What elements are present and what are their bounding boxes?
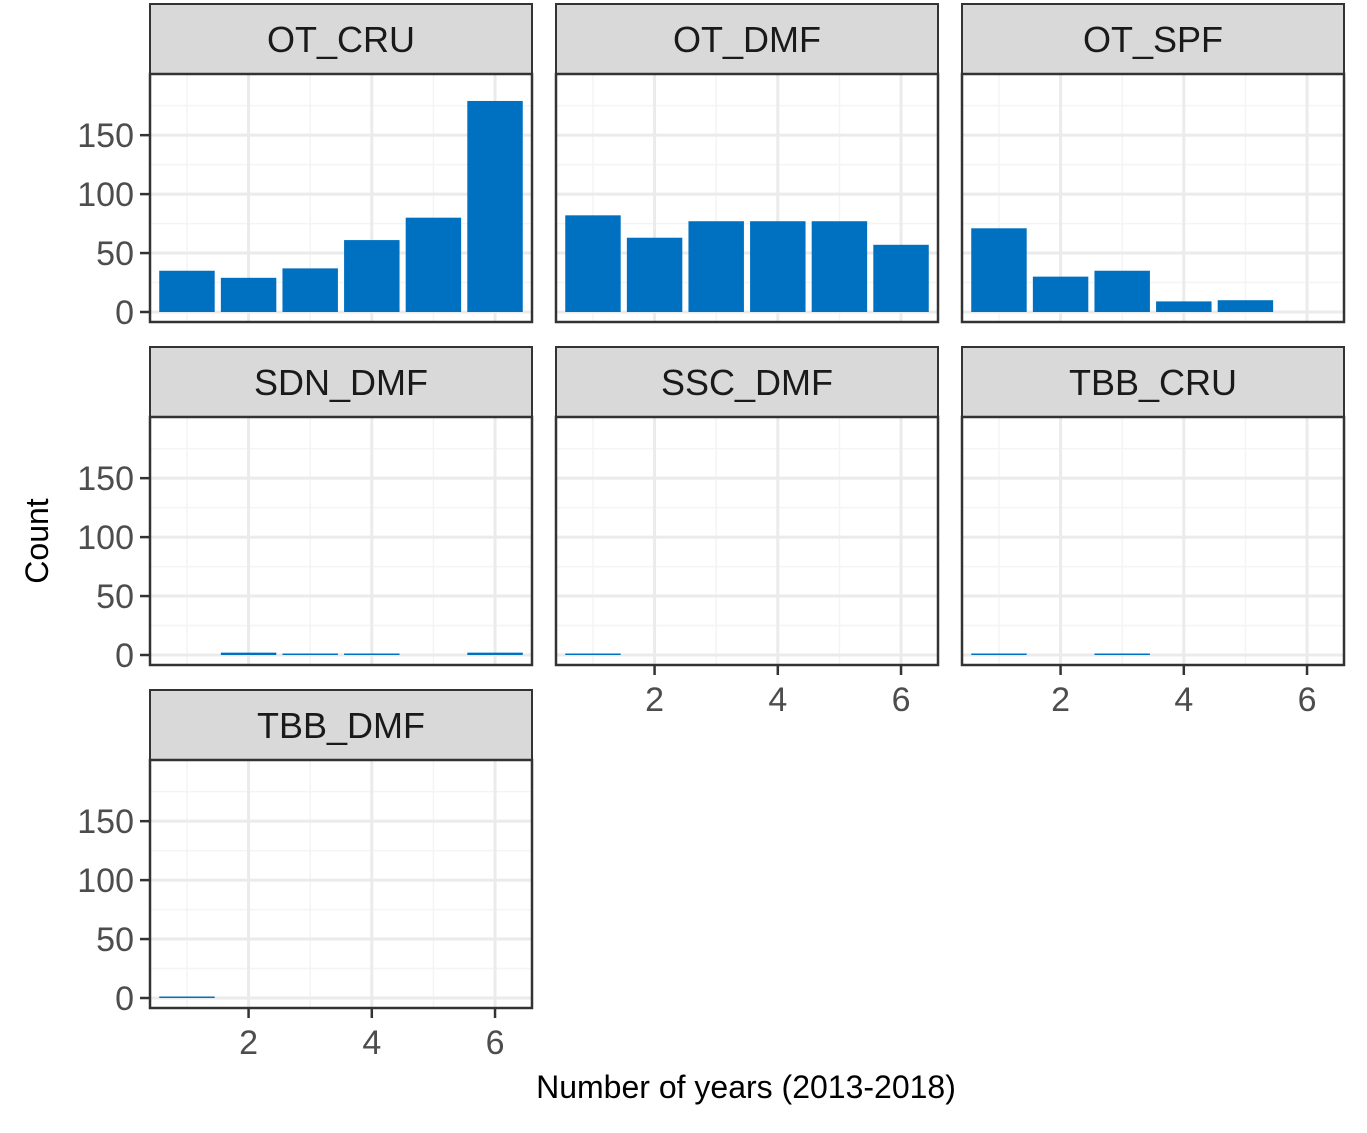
bar-sdn-dmf-x3 [282, 653, 338, 655]
panel-border [148, 758, 534, 1010]
bar-ot-dmf-x6 [873, 244, 929, 312]
x-axis-title: Number of years (2013-2018) [536, 1069, 956, 1105]
facet-title: OT_SPF [1083, 19, 1223, 60]
y-tick-label: 0 [115, 980, 134, 1018]
plot-background [556, 417, 938, 665]
bar-ot-cru-x5 [405, 217, 462, 312]
bar-ot-spf-x5 [1217, 300, 1274, 312]
y-tick-label: 150 [77, 117, 134, 155]
facet-strip [555, 3, 939, 75]
facet-title: OT_DMF [673, 19, 821, 60]
facet-panel-ot-spf: OT_SPF [960, 3, 1346, 324]
bar-ot-cru-x4 [344, 240, 400, 312]
facet-panel-ssc-dmf: SSC_DMF 2 4 6 [554, 346, 940, 719]
bar-tbb-cru-x3 [1094, 653, 1150, 655]
facet-strip [149, 346, 533, 418]
bar-ot-spf-x3 [1094, 270, 1150, 312]
x-tick-label: 4 [768, 681, 787, 719]
facet-panel-ot-dmf: OT_DMF [554, 3, 940, 324]
facet-strip [961, 3, 1345, 75]
facet-panel-ot-cru: OT_CRU 0 50 100 150 [77, 3, 534, 332]
bar-ot-spf-x2 [1032, 276, 1089, 312]
plot-background [150, 760, 532, 1008]
y-tick-label: 150 [77, 460, 134, 498]
panel-border [148, 72, 534, 324]
bar-ot-cru-x1 [159, 270, 215, 312]
bar-ot-dmf-x1 [565, 215, 621, 312]
y-axis-title: Count [19, 498, 55, 584]
bar-ot-dmf-x5 [811, 221, 868, 312]
bar-ot-spf-x1 [971, 228, 1027, 312]
plot-background [962, 417, 1344, 665]
facet-title: SSC_DMF [661, 362, 833, 403]
bar-ssc-dmf-x1 [565, 653, 621, 655]
facet-title: SDN_DMF [254, 362, 428, 403]
panel-border [960, 415, 1346, 667]
facet-title: OT_CRU [267, 19, 415, 60]
x-tick-label: 4 [362, 1024, 381, 1062]
y-tick-label: 100 [77, 176, 134, 214]
facet-panel-sdn-dmf: SDN_DMF 0 50 100 150 [77, 346, 534, 675]
bar-tbb-dmf-x1 [159, 996, 215, 998]
panel-border [148, 415, 534, 667]
facet-panel-tbb-cru: TBB_CRU 2 4 6 [960, 346, 1346, 719]
x-tick-label: 6 [1298, 681, 1317, 719]
bar-ot-cru-x2 [220, 277, 277, 312]
y-tick-label: 150 [77, 803, 134, 841]
y-tick-label: 100 [77, 519, 134, 557]
y-tick-label: 0 [115, 637, 134, 675]
x-tick-label: 4 [1174, 681, 1193, 719]
y-tick-label: 50 [96, 921, 134, 959]
facet-title: TBB_DMF [257, 705, 425, 746]
bar-ot-spf-x4 [1156, 301, 1212, 312]
x-tick-label: 2 [645, 681, 664, 719]
panel-border [960, 72, 1346, 324]
x-tick-label: 6 [486, 1024, 505, 1062]
facet-title: TBB_CRU [1069, 362, 1237, 403]
panel-border [554, 415, 940, 667]
plot-background [150, 417, 532, 665]
bar-ot-cru-x6 [467, 100, 523, 313]
y-tick-label: 50 [96, 235, 134, 273]
bar-sdn-dmf-x4 [344, 653, 400, 655]
y-tick-label: 0 [115, 294, 134, 332]
facet-strip [149, 3, 533, 75]
panel-border [554, 72, 940, 324]
bar-ot-dmf-x3 [688, 221, 744, 312]
y-tick-label: 50 [96, 578, 134, 616]
bar-tbb-cru-x1 [971, 653, 1027, 655]
bar-ot-dmf-x4 [750, 221, 806, 312]
facet-panel-tbb-dmf: TBB_DMF 0 50 100 150 2 4 6 [77, 689, 534, 1062]
facet-strip [555, 346, 939, 418]
x-tick-label: 6 [892, 681, 911, 719]
bar-ot-dmf-x2 [626, 237, 683, 312]
bar-sdn-dmf-x2 [220, 652, 277, 655]
bar-sdn-dmf-x6 [467, 652, 523, 655]
bar-ot-cru-x3 [282, 268, 338, 312]
x-tick-label: 2 [1051, 681, 1070, 719]
x-tick-label: 2 [239, 1024, 258, 1062]
y-tick-label: 100 [77, 862, 134, 900]
